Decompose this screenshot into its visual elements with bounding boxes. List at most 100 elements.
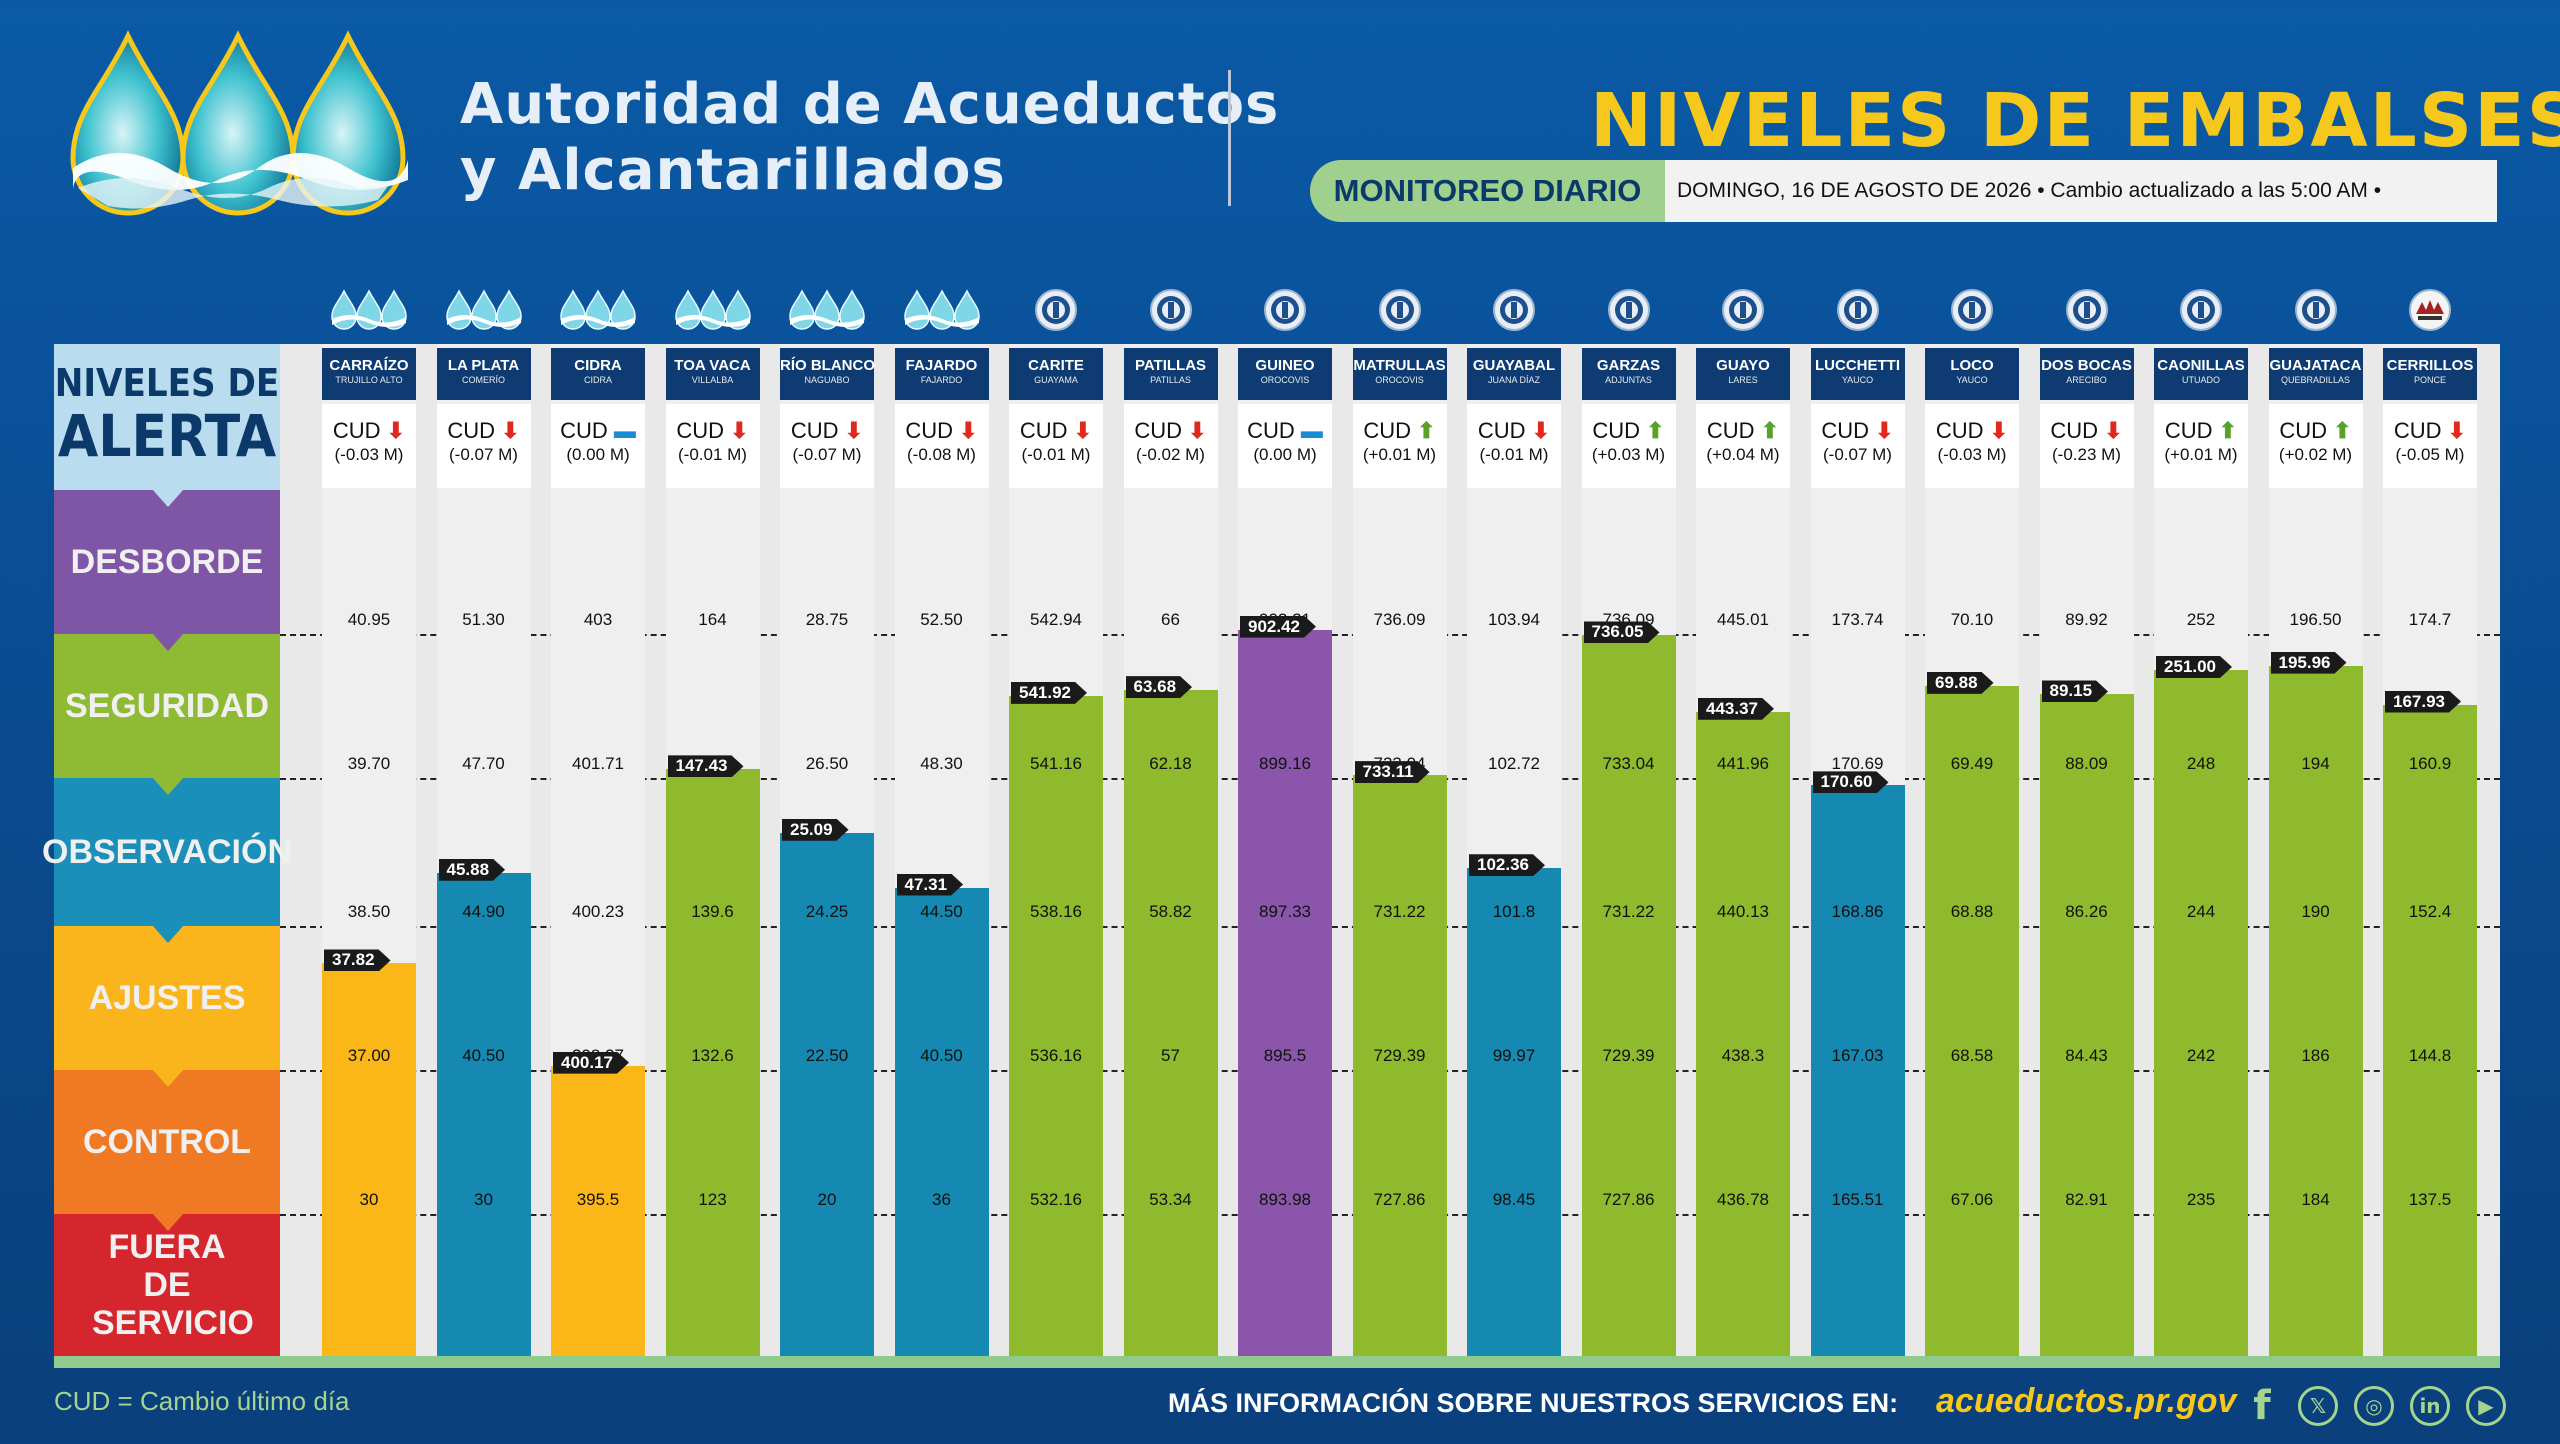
current-level-tag: 102.36 (1469, 854, 1545, 876)
trend-flat-icon: ▬ (1300, 418, 1323, 443)
seal-icon (1818, 282, 1898, 338)
level-threshold-value: 51.30 (462, 610, 505, 629)
current-level-tag: 443.37 (1698, 698, 1774, 720)
cud-box: CUD ⬇ (-0.07 M) (780, 404, 874, 488)
reservoir-column: GUAJATACA QUEBRADILLAS CUD ⬆ (+0.02 M) 196.5… (2268, 344, 2363, 1356)
trend-up-icon: ⬆ (2333, 418, 2352, 443)
reservoir-header: TOA VACA VILLALBA (665, 348, 760, 400)
reservoir-header: GUINEO OROCOVIS (1238, 348, 1332, 400)
cud-line: CUD ⬇ (2040, 404, 2134, 444)
cud-label: CUD (1019, 418, 1074, 443)
facebook-icon[interactable]: f (2253, 1383, 2271, 1429)
reservoir-town: CIDRA (583, 375, 612, 385)
level-threshold-value: 893.98 (1259, 1190, 1311, 1209)
level-threshold-value: 895.5 (1263, 1046, 1307, 1065)
level-threshold-value: 542.94 (1030, 610, 1082, 629)
reservoir-town: NAGUABO (804, 375, 850, 385)
reservoir-name: GUAJATACA (2269, 357, 2362, 374)
reservoir-town: ADJUNTAS (1605, 375, 1652, 385)
reservoir-column: CAONILLAS UTUADO CUD ⬆ (+0.01 M) 252 248 244 24… (2154, 344, 2248, 1356)
x-icon[interactable]: 𝕏 (2296, 1384, 2340, 1428)
level-threshold-value: 731.22 (1602, 902, 1655, 921)
level-threshold-value: 53.34 (1149, 1190, 1192, 1209)
reservoir-name: FAJARDO (905, 357, 978, 374)
level-threshold-value: 899.16 (1259, 754, 1311, 773)
cud-delta: (+0.01 M) (1362, 445, 1437, 464)
reservoir-town: PATILLAS (1150, 375, 1191, 385)
reservoir-name: CERRILLOS (2386, 357, 2474, 374)
cud-label: CUD (2050, 418, 2105, 443)
level-threshold-value: 103.94 (1488, 610, 1540, 629)
reservoir-town: FAJARDO (920, 375, 963, 385)
current-level-tag: 89.15 (2042, 680, 2109, 702)
current-level-tag: 69.88 (1927, 672, 1994, 694)
cud-delta: (-0.07 M) (1823, 445, 1892, 464)
reservoir-column: GUAYABAL JUANA DÍAZ CUD ⬇ (-0.01 M) 103.94 10… (1467, 344, 1561, 1356)
cud-label: CUD (2279, 418, 2334, 443)
cud-box: CUD ⬇ (-0.01 M) (1467, 404, 1561, 488)
cud-line: CUD ⬇ (1811, 404, 1905, 444)
instagram-icon[interactable]: ◎ (2352, 1384, 2396, 1428)
cud-box: CUD ⬆ (+0.01 M) (2154, 404, 2248, 488)
reservoir-header: CARRAÍZO TRUJILLO ALTO (322, 348, 416, 400)
level-threshold-value: 401.71 (572, 754, 624, 773)
legend-band-pointer (152, 489, 184, 507)
level-threshold-value: 44.50 (920, 902, 963, 921)
trend-down-icon: ⬇ (959, 418, 978, 443)
level-threshold-value: 88.09 (2065, 754, 2108, 773)
level-fill-bar (1581, 635, 1676, 1356)
cud-line: CUD ⬇ (780, 404, 874, 444)
level-threshold-value: 190 (2301, 902, 2330, 921)
website-link[interactable]: acueductos.pr.gov (1936, 1382, 2237, 1420)
youtube-icon[interactable]: ▶ (2464, 1384, 2508, 1428)
linkedin-icon[interactable]: in (2408, 1384, 2452, 1428)
cud-line: CUD ⬆ (1353, 404, 1447, 444)
legend-band-3: OBSERVACIÓN (42, 778, 292, 926)
cud-delta: (-0.02 M) (1136, 445, 1205, 464)
seal-icon (1589, 282, 1669, 338)
trend-down-icon: ⬇ (1073, 418, 1093, 443)
cud-box: CUD ⬇ (-0.02 M) (1123, 404, 1218, 488)
reservoir-town: ARECIBO (2066, 375, 2107, 385)
legend-band-label: SEGURIDAD (64, 687, 270, 725)
level-threshold-value: 84.43 (2065, 1046, 2108, 1065)
cud-box: CUD ⬇ (-0.07 M) (436, 404, 531, 488)
seal-icon (1360, 282, 1440, 338)
cud-box: CUD ⬇ (-0.07 M) (1810, 404, 1905, 488)
cud-label: CUD (1706, 418, 1761, 443)
level-threshold-value: 144.8 (2408, 1046, 2452, 1065)
water-drops-icon (444, 282, 524, 338)
level-fill-bar (436, 872, 531, 1356)
seal-icon (1703, 282, 1783, 338)
level-threshold-value: 729.39 (1602, 1046, 1655, 1065)
reservoir-column: GARZAS ADJUNTAS CUD ⬆ (+0.03 M) 736.09 733.04… (1581, 344, 1676, 1356)
cud-label: CUD (676, 418, 731, 443)
cud-line: CUD ⬇ (437, 404, 531, 444)
level-threshold-value: 44.90 (462, 902, 505, 921)
cud-box: CUD ⬆ (+0.02 M) (2268, 404, 2363, 488)
reservoir-town: PONCE (2413, 375, 2446, 385)
reservoir-header: GARZAS ADJUNTAS (1581, 348, 1676, 400)
current-level-tag: 25.09 (782, 819, 849, 841)
reservoir-header: MATRULLAS OROCOVIS (1352, 348, 1447, 400)
level-fill-bar (1238, 629, 1332, 1356)
trend-down-icon: ⬇ (730, 418, 749, 443)
level-threshold-value: 731.22 (1373, 902, 1426, 921)
legend-band-1: DESBORDE (54, 490, 280, 634)
level-threshold-value: 57 (1161, 1046, 1180, 1065)
level-threshold-value: 68.88 (1950, 902, 1994, 921)
legend-band-label: CONTROL (82, 1123, 252, 1161)
cud-line: CUD ⬇ (1925, 404, 2019, 444)
level-threshold-value: 99.97 (1492, 1046, 1536, 1065)
cud-label: CUD (447, 418, 502, 443)
reservoir-name: RÍO BLANCO (780, 357, 875, 374)
legend-band-4: AJUSTES (54, 926, 280, 1070)
level-threshold-value: 242 (2186, 1046, 2216, 1065)
level-threshold-value: 395.5 (576, 1190, 620, 1209)
level-threshold-value: 89.92 (2065, 610, 2108, 629)
legend-band-2: SEGURIDAD (54, 634, 280, 778)
trend-up-icon: ⬆ (2218, 418, 2238, 443)
cud-line: CUD ⬇ (666, 404, 760, 444)
level-threshold-value: 52.50 (920, 610, 963, 629)
level-threshold-value: 67.06 (1950, 1190, 1994, 1209)
